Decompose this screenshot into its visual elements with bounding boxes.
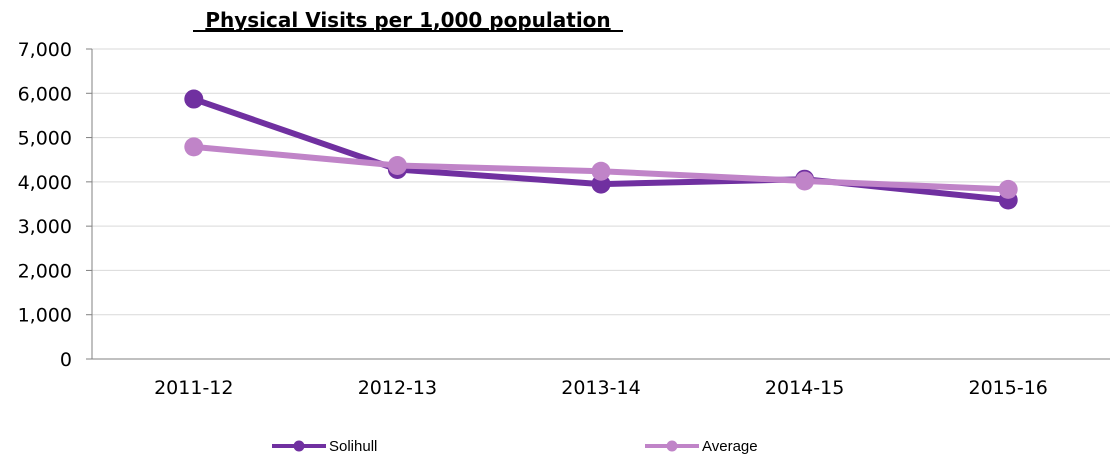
series-average xyxy=(184,137,1018,199)
data-point xyxy=(387,155,407,175)
legend: Solihull Average xyxy=(272,438,758,455)
y-tick-label: 5,000 xyxy=(18,128,72,150)
x-axis-ticks: 2011-12 2012-13 2013-14 2014-15 2015-16 xyxy=(154,377,1048,399)
data-point xyxy=(184,89,204,109)
legend-item: Solihull xyxy=(272,438,377,455)
x-tick-label: 2011-12 xyxy=(154,377,233,399)
legend-marker xyxy=(666,440,678,452)
y-tick-label: 1,000 xyxy=(18,305,72,327)
y-tick-label: 3,000 xyxy=(18,216,72,238)
chart-title: Physical Visits per 1,000 population xyxy=(205,8,610,32)
x-tick-label: 2012-13 xyxy=(358,377,437,399)
data-point xyxy=(998,179,1018,199)
x-tick-label: 2015-16 xyxy=(969,377,1048,399)
x-tick-label: 2013-14 xyxy=(561,377,640,399)
axes xyxy=(91,49,1110,360)
y-tick-label: 7,000 xyxy=(18,39,72,61)
legend-label: Average xyxy=(702,438,758,455)
x-tick-label: 2014-15 xyxy=(765,377,844,399)
legend-item: Average xyxy=(645,438,758,455)
y-tick-label: 0 xyxy=(60,349,72,371)
y-tick-label: 6,000 xyxy=(18,83,72,105)
data-point xyxy=(591,161,611,181)
y-tick-label: 2,000 xyxy=(18,260,72,282)
y-axis-ticks: 0 1,000 2,000 3,000 4,000 5,000 6,000 7,000 xyxy=(18,39,92,371)
y-tick-label: 4,000 xyxy=(18,172,72,194)
data-point xyxy=(795,171,815,191)
series-solihull xyxy=(184,89,1018,210)
legend-label: Solihull xyxy=(329,438,377,455)
series-layer xyxy=(184,89,1018,210)
legend-marker xyxy=(293,440,305,452)
data-point xyxy=(184,137,204,157)
